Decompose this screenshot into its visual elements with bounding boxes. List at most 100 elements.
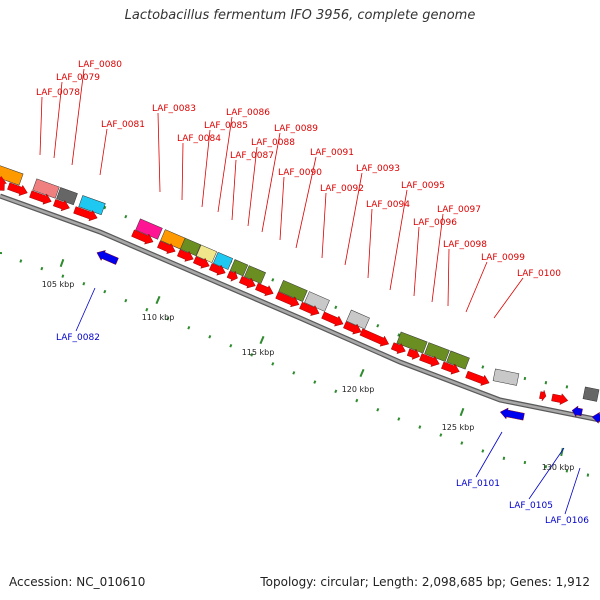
tick-dot-lower xyxy=(250,353,254,357)
feature-boxes xyxy=(0,163,600,402)
reverse-gene-arrow xyxy=(96,250,119,265)
reverse-gene-label: LAF_0101 xyxy=(456,479,500,489)
forward-leader-line xyxy=(261,132,281,233)
kbp-label: 115 kbp xyxy=(242,348,275,357)
reverse-gene-arrow xyxy=(499,407,525,421)
forward-leader-line xyxy=(465,261,488,313)
tick-dot-lower xyxy=(523,460,527,465)
forward-gene-label: LAF_0086 xyxy=(226,108,270,118)
tick-dot-lower xyxy=(334,389,338,394)
forward-gene-label: LAF_0100 xyxy=(517,269,561,279)
tick-dot-lower xyxy=(166,316,170,321)
forward-gene-arrow xyxy=(539,390,547,402)
forward-leader-line xyxy=(321,192,327,259)
tick-dot-lower xyxy=(586,473,590,477)
feature-box xyxy=(278,280,308,302)
tick-dot-upper xyxy=(271,278,275,282)
kbp-label: 105 kbp xyxy=(42,280,75,289)
forward-gene-arrow xyxy=(239,276,256,289)
forward-leader-line xyxy=(367,208,373,279)
forward-leader-line xyxy=(71,68,85,166)
forward-gene-label: LAF_0098 xyxy=(443,240,487,250)
tick-dot-lower xyxy=(292,371,296,375)
forward-leader-line xyxy=(295,156,317,249)
tick-dot-lower xyxy=(544,465,548,469)
forward-gene-arrow xyxy=(73,206,98,222)
tick-dot-upper xyxy=(565,385,569,389)
forward-gene-label: LAF_0091 xyxy=(310,148,354,158)
forward-gene-label: LAF_0094 xyxy=(366,200,410,210)
feature-box xyxy=(32,178,60,199)
tick-dot-lower xyxy=(397,417,401,421)
kbp-label: 120 kbp xyxy=(342,385,375,394)
forward-leader-line xyxy=(493,277,524,319)
feature-box xyxy=(0,163,24,186)
feature-box xyxy=(179,237,202,257)
reverse-leader-line xyxy=(528,447,565,500)
forward-gene-arrow xyxy=(321,311,344,327)
forward-gene-arrow xyxy=(343,321,362,335)
forward-gene-arrow xyxy=(29,190,52,205)
feature-box xyxy=(195,244,218,263)
forward-gene-label: LAF_0089 xyxy=(274,124,318,134)
reverse-leader-line xyxy=(564,467,581,515)
forward-gene-label: LAF_0079 xyxy=(56,73,100,83)
forward-gene-label: LAF_0078 xyxy=(36,88,80,98)
forward-gene-label: LAF_0080 xyxy=(78,60,122,70)
forward-gene-arrow xyxy=(7,182,28,196)
forward-leader-line xyxy=(99,128,108,176)
forward-gene-arrow xyxy=(406,348,420,360)
kbp-label: 125 kbp xyxy=(442,423,475,432)
forward-gene-label: LAF_0084 xyxy=(177,134,221,144)
reverse-leader-line xyxy=(75,287,96,332)
forward-leader-line xyxy=(157,112,161,193)
feature-box xyxy=(492,368,520,386)
tick-dot-upper xyxy=(124,214,128,219)
tick-dot-upper xyxy=(481,365,485,369)
reverse-leader-line xyxy=(475,431,503,478)
tick-dot-lower xyxy=(19,259,23,263)
forward-gene-label: LAF_0092 xyxy=(320,184,364,194)
forward-leader-line xyxy=(231,159,237,221)
forward-gene-label: LAF_0085 xyxy=(204,121,248,131)
tick-dot-lower xyxy=(0,251,3,255)
tick-dot-upper xyxy=(103,205,107,210)
tick-major xyxy=(359,368,365,378)
forward-gene-arrow xyxy=(551,393,569,405)
forward-gene-label: LAF_0090 xyxy=(278,168,322,178)
forward-leader-line xyxy=(217,116,233,213)
forward-gene-arrow xyxy=(157,240,176,254)
forward-gene-arrow xyxy=(465,370,490,386)
forward-gene-label: LAF_0097 xyxy=(437,205,481,215)
forward-gene-label: LAF_0096 xyxy=(413,218,457,228)
feature-box xyxy=(78,195,106,216)
forward-gene-arrow xyxy=(441,361,460,375)
kbp-label: 110 kbp xyxy=(142,313,175,322)
forward-leader-line xyxy=(413,226,420,297)
kbp-label: 130 kbp xyxy=(542,463,575,472)
tick-dot-upper xyxy=(523,376,527,381)
feature-box xyxy=(582,386,600,402)
forward-gene-arrow xyxy=(177,249,194,262)
tick-dot-upper xyxy=(397,333,401,337)
reverse-gene-label: LAF_0106 xyxy=(545,516,589,526)
tick-dot-lower xyxy=(481,449,485,453)
reverse-gene-label: LAF_0105 xyxy=(509,501,553,511)
tick-dot-lower xyxy=(40,266,44,271)
forward-leader-line xyxy=(247,146,258,227)
forward-gene-arrow xyxy=(255,282,274,297)
forward-gene-label: LAF_0081 xyxy=(101,120,145,130)
tick-major xyxy=(59,258,65,268)
forward-gene-arrow xyxy=(419,353,440,367)
tick-dot-lower xyxy=(208,334,212,339)
forward-gene-arrow xyxy=(390,342,406,354)
tick-dot-lower xyxy=(313,380,317,384)
reverse-gene-arrow xyxy=(591,411,600,424)
feature-box xyxy=(346,309,370,330)
tick-dot-lower xyxy=(82,281,86,286)
tick-dot-lower xyxy=(418,425,422,429)
tick-dot-lower xyxy=(103,289,107,294)
tick-dot-lower xyxy=(145,307,149,312)
tick-major xyxy=(259,335,265,345)
gene-labels: LAF_0078 LAF_0079 LAF_0080 LAF_0081 LAF_0083… xyxy=(36,60,589,526)
